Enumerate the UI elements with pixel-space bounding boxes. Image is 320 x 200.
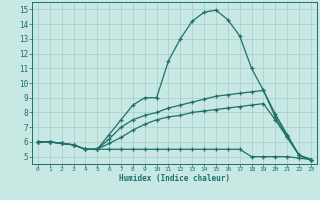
- X-axis label: Humidex (Indice chaleur): Humidex (Indice chaleur): [119, 174, 230, 183]
